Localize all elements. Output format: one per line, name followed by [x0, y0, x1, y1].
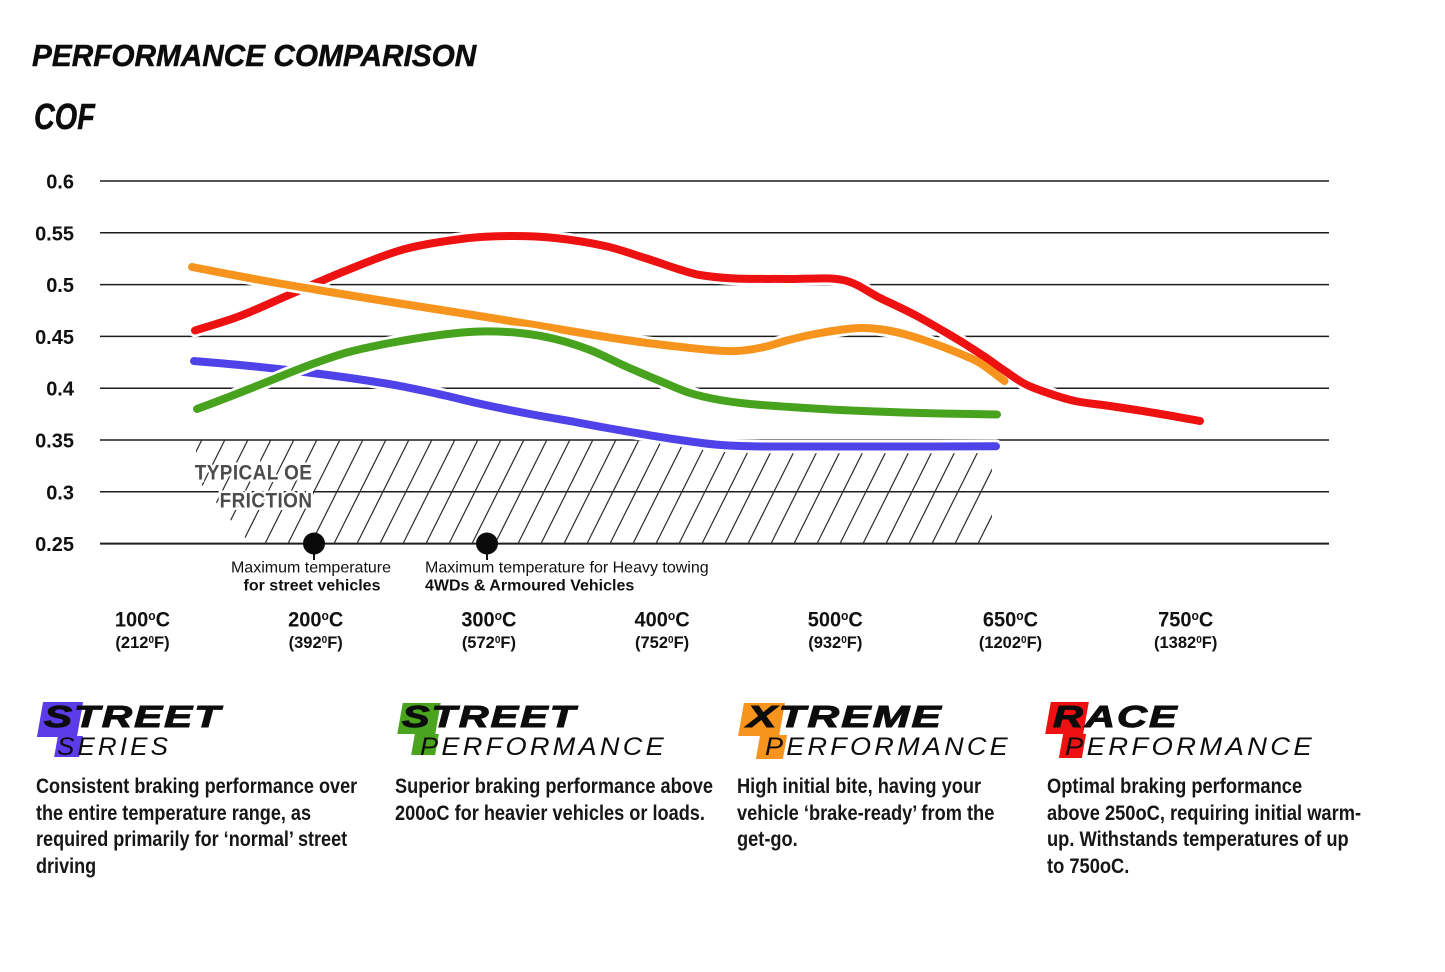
svg-text:(9320F): (9320F): [808, 634, 862, 652]
svg-text:(7520F): (7520F): [635, 634, 689, 652]
svg-text:400oC: 400oC: [635, 608, 690, 632]
svg-text:0.5: 0.5: [46, 275, 74, 297]
svg-text:0.45: 0.45: [35, 327, 74, 349]
svg-text:0.55: 0.55: [35, 223, 74, 245]
svg-text:300oC: 300oC: [461, 608, 516, 632]
svg-text:(13820F): (13820F): [1154, 634, 1217, 652]
svg-text:0.3: 0.3: [46, 482, 74, 504]
svg-text:100oC: 100oC: [115, 608, 170, 632]
svg-text:650oC: 650oC: [983, 608, 1038, 632]
svg-text:TYPICAL OE: TYPICAL OE: [195, 461, 313, 484]
svg-text:500oC: 500oC: [808, 608, 863, 632]
svg-text:Maximum temperature: Maximum temperature: [231, 560, 391, 577]
svg-text:(2120F): (2120F): [115, 634, 169, 652]
svg-text:FRICTION: FRICTION: [220, 489, 313, 512]
svg-text:0.4: 0.4: [46, 379, 75, 401]
svg-text:4WDs & Armoured Vehicles: 4WDs & Armoured Vehicles: [425, 578, 634, 595]
svg-text:Maximum temperature for Heavy: Maximum temperature for Heavy towing: [425, 560, 709, 577]
svg-text:200oC: 200oC: [288, 608, 343, 632]
svg-text:for street vehicles: for street vehicles: [244, 578, 381, 595]
svg-text:(5720F): (5720F): [462, 634, 516, 652]
svg-text:750oC: 750oC: [1158, 608, 1213, 632]
svg-text:0.35: 0.35: [35, 431, 74, 453]
svg-text:(12020F): (12020F): [979, 634, 1042, 652]
svg-text:0.6: 0.6: [46, 172, 74, 194]
svg-text:0.25: 0.25: [35, 534, 74, 556]
svg-text:(3920F): (3920F): [289, 634, 343, 652]
